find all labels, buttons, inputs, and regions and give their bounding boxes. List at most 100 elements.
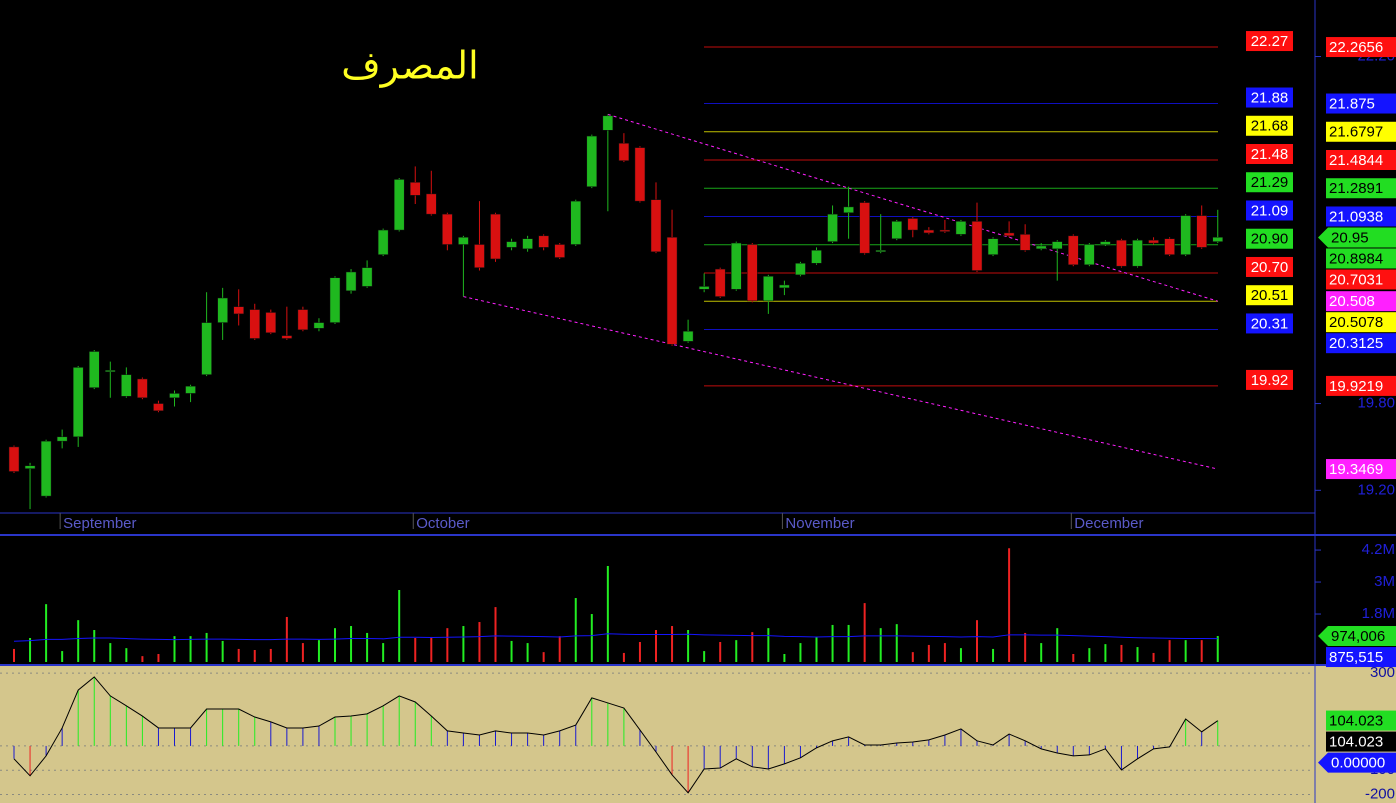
- level-label: 21.68: [1251, 118, 1289, 135]
- axis-label-box: [1326, 333, 1396, 354]
- oscillator-line: [13, 676, 1219, 794]
- candle-body: [827, 213, 838, 242]
- axis-label: 104.023: [1329, 734, 1383, 751]
- level-label-box: [1246, 144, 1293, 165]
- candle-body: [955, 221, 967, 235]
- candle-body: [265, 312, 277, 333]
- axis-label: 20.508: [1329, 293, 1375, 310]
- candle-body: [843, 206, 854, 213]
- candle-body: [153, 403, 164, 412]
- candle-body: [1100, 241, 1111, 245]
- candle-body: [650, 199, 662, 252]
- axis-label: 21.0938: [1329, 208, 1383, 225]
- candle-body: [971, 221, 983, 271]
- candle-body: [297, 309, 309, 331]
- candle-body: [105, 370, 116, 373]
- candle-body: [217, 297, 228, 323]
- axis-label-box: [1326, 291, 1396, 312]
- axis-label-box: [1326, 269, 1396, 290]
- level-label-box: [1246, 313, 1293, 334]
- axis-label: 20.7031: [1329, 271, 1383, 288]
- axis-label: 21.875: [1329, 95, 1375, 112]
- candle-body: [56, 436, 68, 442]
- axis-label-box: [1326, 93, 1396, 114]
- level-label: 20.31: [1251, 315, 1289, 332]
- candle-body: [1148, 239, 1159, 244]
- level-label: 21.09: [1251, 202, 1289, 219]
- candle-body: [586, 135, 598, 187]
- axis-label-box: [1318, 227, 1396, 248]
- candle-body: [72, 367, 84, 438]
- candle-body: [891, 221, 902, 239]
- candle-body: [474, 244, 485, 268]
- axis-label-box: [1326, 710, 1396, 731]
- candle-body: [89, 351, 100, 388]
- axis-label: 21.4844: [1329, 152, 1383, 169]
- candle-body: [554, 244, 565, 258]
- candle-body: [731, 242, 742, 290]
- level-label-box: [1246, 200, 1293, 221]
- axis-label: 20.5078: [1329, 314, 1383, 331]
- candle-body: [779, 284, 790, 289]
- candle-body: [249, 309, 260, 339]
- candle-body: [1052, 241, 1063, 250]
- candle-body: [1116, 239, 1127, 267]
- axis-label: 875,515: [1329, 649, 1383, 666]
- axis-label: 21.6797: [1329, 124, 1383, 141]
- axis-label-box: [1318, 626, 1396, 647]
- trend-line: [463, 296, 1218, 470]
- level-label: 20.90: [1251, 231, 1289, 248]
- y-tick-label: 4.2M: [1362, 541, 1395, 558]
- candle-body: [361, 267, 373, 287]
- candle-body: [795, 263, 806, 276]
- axis-label: 974,006: [1331, 628, 1385, 645]
- candle-body: [24, 465, 36, 469]
- candle-body: [1196, 215, 1207, 248]
- candle-body: [538, 235, 549, 248]
- y-tick-label: 3M: [1374, 573, 1395, 590]
- level-label-box: [1246, 87, 1293, 108]
- candle-body: [923, 229, 935, 234]
- candle-body: [939, 229, 951, 232]
- level-label: 22.27: [1251, 33, 1289, 50]
- axis-label: 20.95: [1331, 229, 1369, 246]
- level-label: 20.70: [1251, 259, 1289, 276]
- candle-body: [634, 147, 646, 202]
- axis-label-box: [1326, 731, 1396, 752]
- axis-label-box: [1326, 647, 1396, 668]
- candle-body: [442, 213, 453, 245]
- candle-body: [281, 335, 293, 339]
- candle-body: [618, 143, 630, 161]
- volume-average: [13, 633, 1218, 642]
- axis-label: 0.00000: [1331, 755, 1385, 772]
- axis-label: 19.3469: [1329, 461, 1383, 478]
- candle-body: [1132, 239, 1143, 267]
- candle-body: [666, 237, 678, 345]
- x-tick-label: September: [63, 515, 136, 532]
- background: [0, 0, 1396, 666]
- candle-body: [859, 202, 870, 254]
- candle-body: [458, 237, 469, 245]
- level-label-box: [1246, 172, 1293, 193]
- axis-label-box: [1326, 150, 1396, 171]
- candle-body: [410, 182, 421, 196]
- candle-body: [747, 244, 758, 302]
- candle-body: [1084, 244, 1095, 265]
- candle-body: [1164, 238, 1175, 255]
- axis-label-box: [1326, 375, 1396, 396]
- candle-body: [570, 200, 581, 245]
- level-label-box: [1246, 228, 1293, 249]
- candle-body: [137, 378, 148, 399]
- candle-body: [682, 331, 694, 342]
- y-tick-label: -200: [1365, 785, 1395, 802]
- candle-body: [1019, 234, 1031, 251]
- candle-body: [1003, 232, 1015, 237]
- axis-label-box: [1326, 206, 1396, 227]
- candle-body: [763, 276, 774, 302]
- candle-body: [522, 238, 533, 250]
- candle-body: [811, 250, 822, 264]
- candle-body: [185, 385, 196, 394]
- candle-body: [426, 193, 437, 215]
